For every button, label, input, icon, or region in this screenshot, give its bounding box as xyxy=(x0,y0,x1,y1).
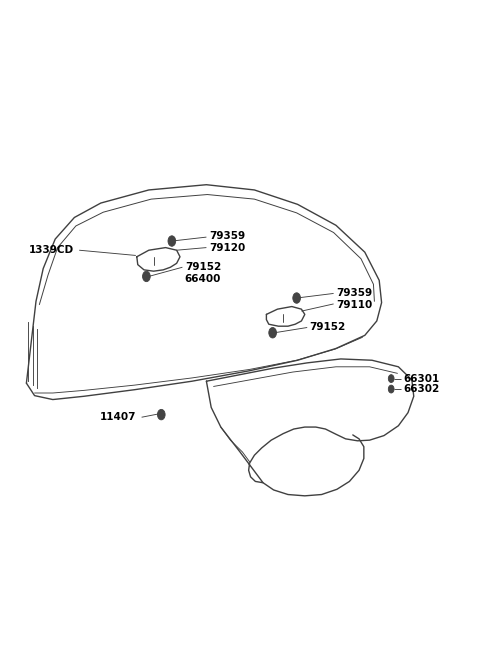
Text: 1339CD: 1339CD xyxy=(29,245,74,255)
Text: 66301: 66301 xyxy=(403,373,440,384)
Circle shape xyxy=(157,409,165,420)
Circle shape xyxy=(168,236,176,246)
Text: 79359: 79359 xyxy=(336,288,372,298)
Circle shape xyxy=(293,293,300,303)
Text: 79152: 79152 xyxy=(310,322,346,333)
Text: 79120: 79120 xyxy=(209,242,245,253)
Text: 79152: 79152 xyxy=(185,262,221,272)
Text: 79359: 79359 xyxy=(209,231,245,241)
Text: 11407: 11407 xyxy=(100,412,137,422)
Circle shape xyxy=(269,328,276,338)
Text: 66302: 66302 xyxy=(403,384,440,394)
Circle shape xyxy=(388,375,394,383)
Circle shape xyxy=(143,271,150,282)
Text: 79110: 79110 xyxy=(336,299,372,310)
Text: 66400: 66400 xyxy=(185,274,221,284)
Circle shape xyxy=(388,385,394,393)
